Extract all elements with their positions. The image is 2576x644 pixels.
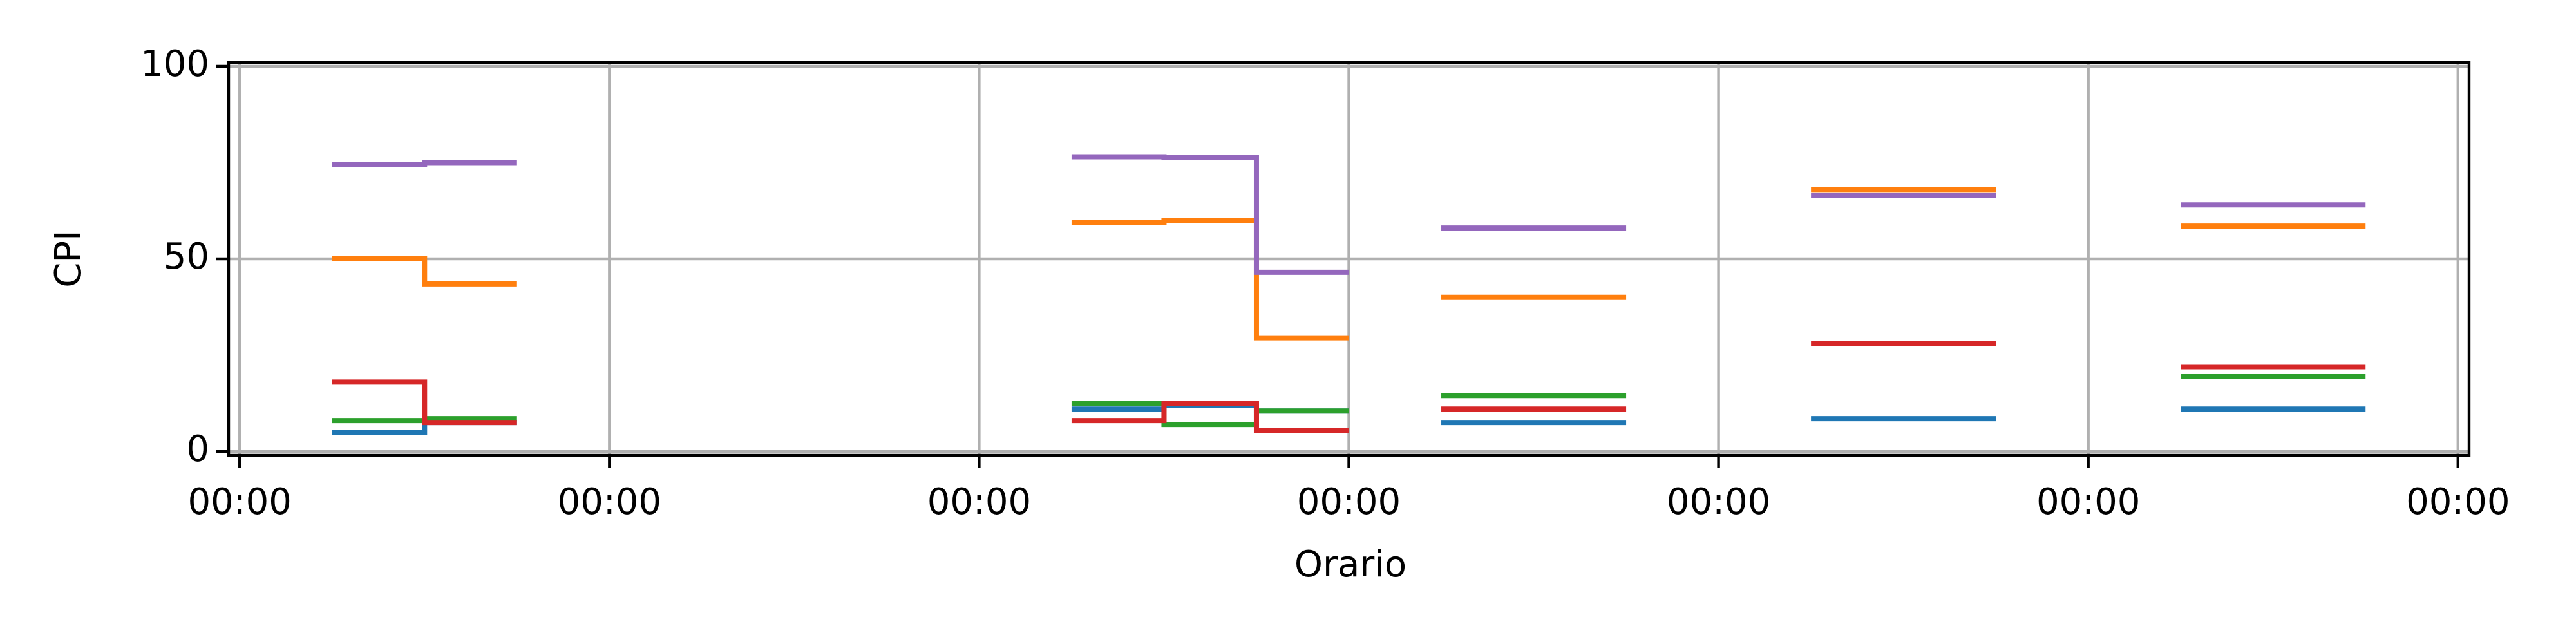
x-tick-label: 00:00: [188, 481, 292, 523]
plot-frame: [227, 61, 2471, 457]
x-axis-label: Orario: [1294, 544, 1406, 585]
x-tick-label: 00:00: [2036, 481, 2140, 523]
y-axis-label: CPI: [48, 230, 90, 287]
series-line: [332, 160, 517, 167]
x-tick-label: 00:00: [1297, 481, 1401, 523]
y-tick-label: 100: [140, 43, 209, 85]
x-tick-label: 00:00: [1667, 481, 1770, 523]
series-line: [1071, 154, 1349, 275]
series-line: [1071, 401, 1349, 433]
x-tick-label: 00:00: [927, 481, 1031, 523]
series-line: [332, 379, 517, 426]
series-line: [1071, 218, 1349, 341]
x-tick-label: 00:00: [2406, 481, 2510, 523]
x-tick-label: 00:00: [558, 481, 661, 523]
series-line: [332, 256, 517, 287]
series-line: [1071, 401, 1349, 428]
y-tick-label: 50: [164, 236, 209, 278]
y-tick-label: 0: [186, 428, 209, 470]
